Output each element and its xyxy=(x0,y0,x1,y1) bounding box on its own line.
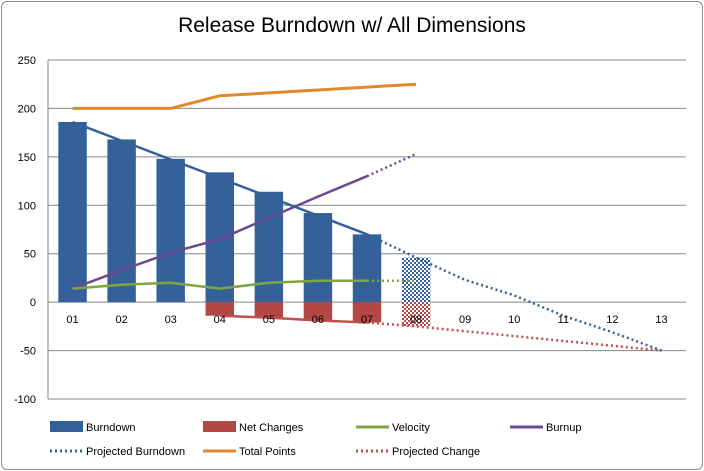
y-tick-label: -50 xyxy=(20,346,36,358)
y-tick-label: 150 xyxy=(18,152,36,164)
bars xyxy=(58,121,431,327)
legend: Burndown Net Changes Velocity Burnup Project… xyxy=(50,421,581,458)
y-tick-label: 250 xyxy=(18,55,36,67)
line-burnup-projected xyxy=(366,152,417,178)
y-tick-label: -100 xyxy=(14,394,36,406)
y-tick-label: 0 xyxy=(30,297,36,309)
x-axis-ticks: 01 02 03 04 05 06 07 08 09 10 11 12 13 xyxy=(66,314,667,326)
gridlines xyxy=(47,59,686,400)
bar-burndown-04 xyxy=(205,172,235,303)
legend-swatch-net-changes xyxy=(203,421,236,432)
x-tick-label: 05 xyxy=(263,314,275,326)
legend-label-projected-change: Projected Change xyxy=(392,446,480,458)
bar-burndown-02 xyxy=(107,139,136,303)
legend-label-net-changes: Net Changes xyxy=(239,422,304,434)
line-projected-change xyxy=(366,321,662,352)
x-tick-label: 02 xyxy=(115,314,127,326)
bar-burndown-05 xyxy=(254,191,284,303)
legend-swatch-burndown xyxy=(50,421,83,432)
line-net-change-trend xyxy=(219,314,368,324)
y-axis-ticks: 250 200 150 100 50 0 -50 -100 xyxy=(14,55,36,406)
y-tick-label: 50 xyxy=(24,249,36,261)
x-tick-label: 04 xyxy=(214,314,226,326)
bar-net-changes-07 xyxy=(352,302,382,323)
projected-bar-08-positive xyxy=(401,257,431,303)
x-tick-label: 13 xyxy=(655,314,667,326)
bar-burndown-07 xyxy=(352,234,382,303)
x-tick-label: 07 xyxy=(361,314,373,326)
legend-label-velocity: Velocity xyxy=(392,422,430,434)
bar-burndown-01 xyxy=(58,121,87,303)
bar-net-changes-06 xyxy=(303,302,333,321)
x-tick-label: 09 xyxy=(459,314,471,326)
line-burndown-trend xyxy=(72,120,368,236)
bar-burndown-06 xyxy=(303,213,333,303)
bar-net-changes-05 xyxy=(254,302,284,318)
x-tick-label: 08 xyxy=(410,314,422,326)
projected-bar-08-negative xyxy=(401,302,431,327)
legend-label-burnup: Burnup xyxy=(546,422,581,434)
line-burnup xyxy=(72,175,368,290)
legend-label-total-points: Total Points xyxy=(239,446,296,458)
x-tick-label: 01 xyxy=(66,314,78,326)
line-total-points xyxy=(72,82,417,110)
y-tick-label: 100 xyxy=(18,200,36,212)
x-tick-label: 12 xyxy=(606,314,618,326)
series-lines xyxy=(72,82,662,352)
bar-net-changes-04 xyxy=(205,302,235,316)
chart-title: Release Burndown w/ All Dimensions xyxy=(178,14,526,37)
x-tick-label: 11 xyxy=(558,314,569,326)
x-tick-label: 10 xyxy=(508,314,520,326)
legend-label-burndown: Burndown xyxy=(86,422,136,434)
line-velocity xyxy=(72,279,367,290)
legend-label-projected-burndown: Projected Burndown xyxy=(86,446,185,458)
y-tick-label: 200 xyxy=(18,103,36,115)
x-tick-label: 03 xyxy=(165,314,177,326)
bar-burndown-03 xyxy=(156,158,185,303)
x-tick-label: 06 xyxy=(312,314,324,326)
